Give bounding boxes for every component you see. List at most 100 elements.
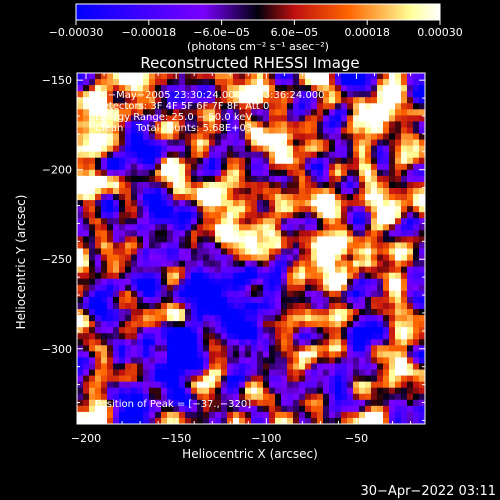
heatmap-cell	[275, 302, 282, 310]
heatmap-cell	[419, 169, 426, 177]
heatmap-cell	[395, 133, 402, 140]
heatmap-cell	[125, 206, 132, 213]
heatmap-cell	[113, 411, 120, 419]
heatmap-cell	[113, 194, 120, 201]
heatmap-cell	[395, 169, 402, 177]
heatmap-cell	[287, 139, 294, 147]
heatmap-cell	[191, 248, 198, 255]
heatmap-cell	[215, 272, 222, 280]
heatmap-cell	[389, 236, 396, 243]
heatmap-cell	[125, 302, 132, 310]
heatmap-cell	[101, 381, 108, 389]
heatmap-cell	[125, 85, 132, 92]
heatmap-cell	[377, 206, 384, 213]
heatmap-cell	[143, 315, 150, 322]
heatmap-cell	[89, 85, 96, 92]
heatmap-cell	[371, 187, 378, 195]
heatmap-cell	[311, 218, 318, 225]
heatmap-cell	[359, 91, 366, 98]
heatmap-cell	[203, 369, 210, 376]
heatmap-cell	[107, 169, 114, 177]
heatmap-cell	[377, 224, 384, 231]
heatmap-cell	[167, 399, 174, 407]
heatmap-cell	[275, 187, 282, 195]
heatmap-cell	[89, 387, 96, 395]
heatmap-cell	[209, 194, 216, 201]
heatmap-cell	[257, 194, 264, 201]
heatmap-cell	[149, 387, 156, 395]
heatmap-cell	[317, 339, 324, 346]
heatmap-cell	[329, 399, 336, 407]
heatmap-cell	[131, 417, 138, 425]
heatmap-cell	[305, 284, 312, 292]
heatmap-cell	[137, 218, 144, 225]
heatmap-cell	[359, 145, 366, 153]
heatmap-cell	[221, 139, 228, 147]
heatmap-cell	[401, 266, 408, 274]
heatmap-cell	[305, 399, 312, 407]
heatmap-cell	[251, 139, 258, 147]
heatmap-cell	[269, 321, 276, 328]
heatmap-cell	[281, 242, 288, 249]
heatmap-cell	[293, 79, 300, 86]
heatmap-cell	[341, 103, 348, 110]
heatmap-cell	[395, 284, 402, 292]
heatmap-cell	[161, 187, 168, 195]
heatmap-cell	[329, 236, 336, 243]
heatmap-cell	[227, 345, 234, 352]
heatmap-cell	[347, 248, 354, 255]
heatmap-cell	[173, 151, 180, 159]
heatmap-cell	[287, 73, 294, 80]
heatmap-cell	[293, 109, 300, 116]
heatmap-cell	[293, 97, 300, 104]
heatmap-cell	[257, 339, 264, 346]
heatmap-cell	[125, 145, 132, 153]
heatmap-cell	[179, 230, 186, 237]
heatmap-cell	[287, 91, 294, 98]
heatmap-cell	[239, 363, 246, 370]
heatmap-cell	[341, 290, 348, 298]
heatmap-cell	[83, 278, 90, 286]
heatmap-cell	[95, 212, 102, 219]
heatmap-cell	[143, 327, 150, 334]
heatmap-cell	[311, 333, 318, 340]
heatmap-cell	[401, 163, 408, 171]
heatmap-cell	[239, 309, 246, 316]
heatmap-cell	[293, 333, 300, 340]
heatmap-cell	[353, 254, 360, 261]
heatmap-cell	[317, 157, 324, 165]
heatmap-cell	[83, 351, 90, 358]
heatmap-cell	[173, 327, 180, 334]
heatmap-cell	[293, 339, 300, 346]
heatmap-cell	[155, 315, 162, 322]
heatmap-cell	[167, 290, 174, 298]
heatmap-cell	[275, 73, 282, 80]
heatmap-cell	[281, 321, 288, 328]
heatmap-cell	[365, 157, 372, 165]
heatmap-cell	[341, 109, 348, 116]
heatmap-cell	[179, 387, 186, 395]
heatmap-cell	[173, 218, 180, 225]
heatmap-cell	[299, 393, 306, 401]
heatmap-cell	[233, 290, 240, 298]
heatmap-cell	[101, 375, 108, 383]
heatmap-cell	[143, 284, 150, 292]
heatmap-cell	[227, 302, 234, 310]
heatmap-cell	[107, 290, 114, 298]
heatmap-cell	[281, 103, 288, 110]
heatmap-cell	[221, 181, 228, 189]
heatmap-cell	[407, 309, 414, 316]
heatmap-cell	[323, 151, 330, 159]
heatmap-cell	[203, 260, 210, 268]
heatmap-cell	[197, 200, 204, 207]
heatmap-cell	[143, 351, 150, 358]
heatmap-cell	[305, 230, 312, 237]
heatmap-cell	[293, 73, 300, 80]
heatmap-cell	[347, 139, 354, 147]
heatmap-cell	[275, 194, 282, 201]
heatmap-cell	[95, 194, 102, 201]
heatmap-cell	[299, 284, 306, 292]
heatmap-cell	[191, 200, 198, 207]
heatmap-cell	[137, 115, 144, 122]
heatmap-cell	[203, 103, 210, 110]
